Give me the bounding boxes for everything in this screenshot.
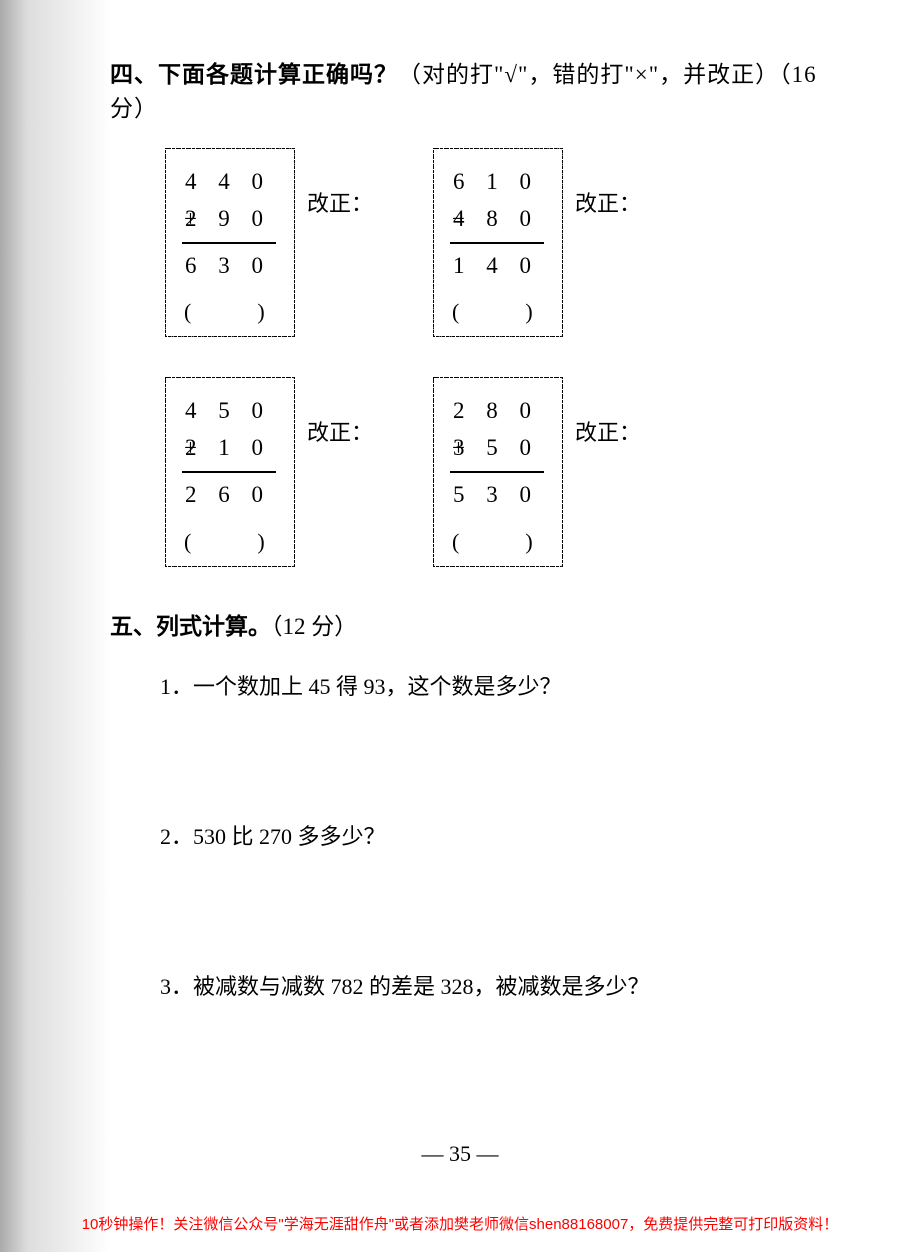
math-box-2: 6 1 0 −4 8 0 1 4 0 ( ) [433,148,563,337]
correct-label: 改正： [575,186,641,218]
operand-b: 2 1 0 [185,435,271,460]
op-sign: − [452,201,465,238]
answer-paren: ( ) [184,294,276,326]
correct-label: 改正： [575,415,641,447]
rule-line [450,242,544,244]
result: 5 3 0 [452,477,544,514]
problem-3: 4 5 0 +2 1 0 2 6 0 ( ) 改正： [165,377,373,566]
operand-b: 2 9 0 [185,206,271,231]
answer-paren: ( ) [452,524,544,556]
section5-heading-rest: （12 分） [271,614,357,639]
problem-2: 6 1 0 −4 8 0 1 4 0 ( ) 改正： [433,148,641,337]
operand-b: 4 8 0 [453,206,539,231]
math-box-3: 4 5 0 +2 1 0 2 6 0 ( ) [165,377,295,566]
correct-label: 改正： [307,415,373,447]
problems-row-2: 4 5 0 +2 1 0 2 6 0 ( ) 改正： 2 8 0 +3 5 0 … [165,377,830,566]
section5-heading: 五、列式计算。（12 分） [110,607,830,641]
footer-text: 10秒钟操作！关注微信公众号"学海无涯甜作舟"或者添加樊老师微信shen8816… [0,1213,920,1234]
result: 1 4 0 [452,248,544,285]
operand-a: 4 4 0 [184,164,276,201]
section5-heading-bold: 五、列式计算。 [110,614,271,639]
question-1: 1．一个数加上 45 得 93，这个数是多少？ [160,669,830,704]
math-box-1: 4 4 0 +2 9 0 6 3 0 ( ) [165,148,295,337]
rule-line [450,471,544,473]
answer-paren: ( ) [184,524,276,556]
section4-heading: 四、下面各题计算正确吗？（对的打"√"，错的打"×"，并改正）（16 分） [110,55,830,123]
result: 6 3 0 [184,248,276,285]
problem-4: 2 8 0 +3 5 0 5 3 0 ( ) 改正： [433,377,641,566]
op-sign: + [184,430,197,467]
question-2: 2．530 比 270 多多少？ [160,819,830,854]
op-sign: + [184,201,197,238]
page-number: — 35 — [0,1141,920,1167]
problems-row-1: 4 4 0 +2 9 0 6 3 0 ( ) 改正： 6 1 0 −4 8 0 … [165,148,830,337]
op-sign: + [452,430,465,467]
operand-a: 4 5 0 [184,393,276,430]
math-box-4: 2 8 0 +3 5 0 5 3 0 ( ) [433,377,563,566]
problem-1: 4 4 0 +2 9 0 6 3 0 ( ) 改正： [165,148,373,337]
correct-label: 改正： [307,186,373,218]
answer-paren: ( ) [452,294,544,326]
rule-line [182,242,276,244]
operand-b: 3 5 0 [453,435,539,460]
question-3: 3．被减数与减数 782 的差是 328，被减数是多少？ [160,969,830,1004]
section4-heading-bold: 四、下面各题计算正确吗？ [110,62,398,87]
rule-line [182,471,276,473]
result: 2 6 0 [184,477,276,514]
operand-a: 2 8 0 [452,393,544,430]
operand-a: 6 1 0 [452,164,544,201]
